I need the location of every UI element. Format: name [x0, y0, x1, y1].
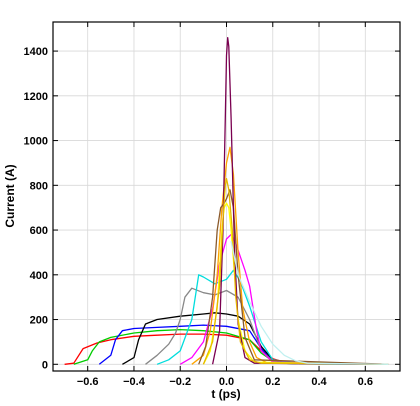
y-tick-label: 800 — [30, 180, 48, 192]
y-tick-label: 1400 — [24, 46, 48, 58]
x-tick-label: −0.6 — [77, 376, 99, 388]
series-line-9 — [202, 202, 389, 365]
x-tick-label: −0.2 — [169, 376, 191, 388]
y-tick-label: 1200 — [24, 91, 48, 103]
y-axis-title: Current (A) — [3, 164, 17, 227]
y-tick-label: 0 — [42, 359, 48, 371]
y-tick-label: 600 — [30, 225, 48, 237]
series-line-6 — [156, 269, 389, 365]
x-tick-label: 0.2 — [265, 376, 280, 388]
tick-labels: −0.6 −0.4 −0.2 0.0 0.2 0.4 0.6 0 200 400 600 800 100… — [24, 46, 373, 388]
series-line-11 — [211, 37, 389, 365]
series-line-4 — [122, 312, 389, 365]
series-line-12 — [202, 177, 389, 365]
x-tick-label: −0.4 — [123, 376, 146, 388]
series-line-2 — [73, 328, 389, 365]
y-tick-label: 200 — [30, 315, 48, 327]
grid — [53, 22, 400, 371]
x-tick-label: 0.6 — [358, 376, 373, 388]
y-tick-label: 400 — [30, 270, 48, 282]
series-layer — [64, 37, 389, 365]
x-tick-label: 0.4 — [311, 376, 327, 388]
x-tick-label: 0.0 — [219, 376, 234, 388]
series-line-13 — [230, 241, 389, 365]
y-tick-label: 1000 — [24, 136, 48, 148]
x-axis-title: t (ps) — [211, 387, 240, 401]
tick-marks — [53, 22, 400, 371]
series-line-10 — [198, 189, 389, 365]
